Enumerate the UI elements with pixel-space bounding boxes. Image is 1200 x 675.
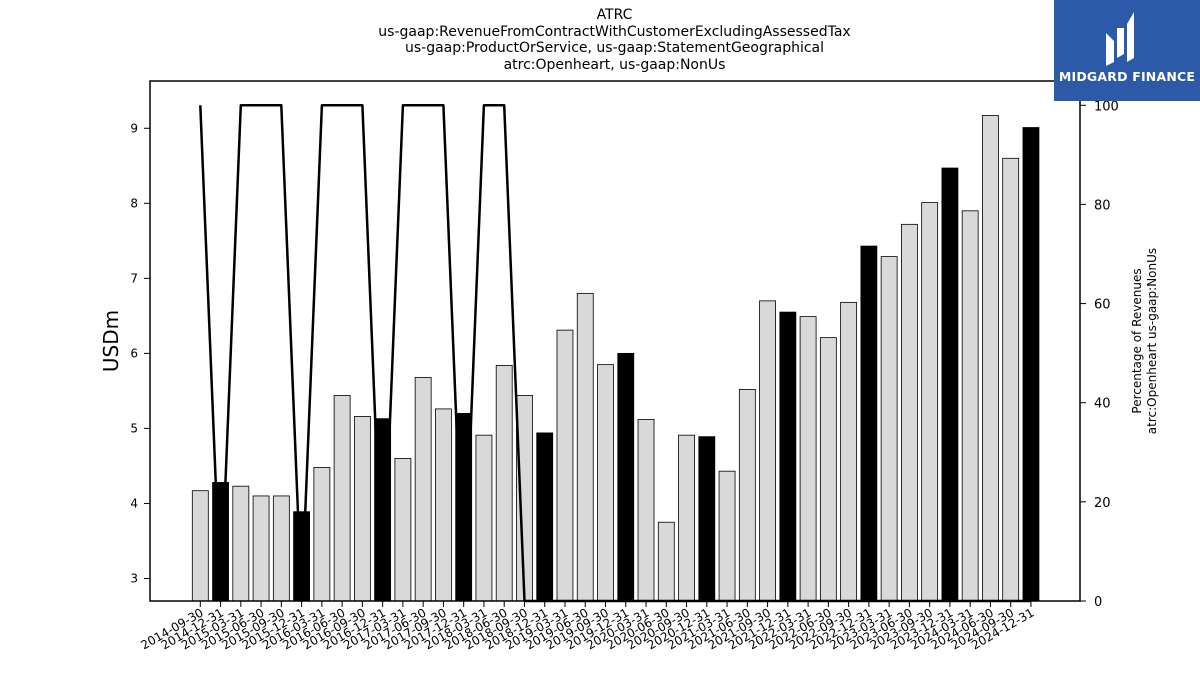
y2-axis-label-line-2: atrc:Openheart us-gaap:NonUs bbox=[1145, 248, 1159, 434]
y2-tick-label: 60 bbox=[1094, 298, 1111, 313]
y-tick-label: 9 bbox=[130, 121, 138, 135]
chart-title-line-2: us-gaap:RevenueFromContractWithCustomerE… bbox=[378, 24, 851, 40]
bar-2021-03-31 bbox=[718, 470, 736, 602]
bar-2019-12-31 bbox=[617, 352, 635, 602]
chart-title-line-1: ATRC bbox=[596, 7, 633, 23]
bar-2019-03-31 bbox=[556, 329, 574, 602]
bar-2021-12-31 bbox=[779, 311, 797, 602]
y2-tick-label: 0 bbox=[1094, 595, 1102, 610]
bar-series bbox=[191, 115, 1040, 602]
bar-2024-12-31 bbox=[1022, 127, 1040, 602]
brand-mark-icon bbox=[1106, 12, 1134, 66]
bar-2024-09-30 bbox=[1002, 157, 1020, 602]
bar-2016-03-31 bbox=[313, 467, 331, 602]
y2-tick-label: 20 bbox=[1094, 496, 1111, 511]
y-axis-right: 0 20 40 60 80 100 bbox=[1080, 99, 1119, 610]
bar-2023-06-30 bbox=[901, 223, 918, 602]
bar-2015-03-31 bbox=[232, 485, 250, 602]
bar-2016-06-30 bbox=[333, 395, 351, 602]
bar-2018-12-31 bbox=[536, 432, 554, 602]
bar-2019-09-30 bbox=[597, 364, 614, 602]
bar-2014-09-30 bbox=[191, 490, 209, 602]
bar-2022-03-31 bbox=[799, 316, 817, 602]
x-axis: 2014-09-302014-12-312015-03-312015-06-30… bbox=[138, 601, 1036, 652]
y2-tick-label: 80 bbox=[1094, 198, 1111, 213]
bar-2023-12-31 bbox=[941, 167, 959, 602]
plot-frame bbox=[149, 80, 1081, 602]
bar-2023-03-31 bbox=[880, 256, 898, 602]
y2-tick-label: 40 bbox=[1094, 397, 1111, 412]
y-tick-label: 5 bbox=[130, 421, 138, 435]
bar-2022-09-30 bbox=[840, 301, 858, 602]
bar-2018-03-31 bbox=[475, 434, 493, 602]
bar-2021-09-30 bbox=[759, 300, 776, 602]
bar-2020-06-30 bbox=[657, 521, 675, 602]
y-tick-label: 4 bbox=[130, 496, 138, 510]
bar-2023-09-30 bbox=[921, 202, 939, 602]
bar-2017-06-30 bbox=[414, 376, 432, 602]
bar-2017-03-31 bbox=[394, 458, 412, 602]
bar-2024-03-31 bbox=[961, 210, 979, 602]
y2-tick-label: 100 bbox=[1094, 99, 1119, 114]
bar-2015-09-30 bbox=[272, 495, 290, 602]
bar-2018-06-30 bbox=[495, 364, 513, 602]
y-axis-left: 3 4 5 6 7 8 9 bbox=[130, 121, 150, 585]
bar-2022-06-30 bbox=[819, 337, 837, 602]
y-axis-label: USDm bbox=[99, 310, 123, 372]
y-tick-label: 3 bbox=[130, 571, 138, 585]
brand-name: MIDGARD FINANCE bbox=[1058, 69, 1196, 84]
bar-2015-06-30 bbox=[252, 495, 270, 602]
y-tick-label: 6 bbox=[130, 346, 138, 360]
bar-2020-03-31 bbox=[637, 419, 655, 602]
bar-2022-12-31 bbox=[860, 245, 878, 602]
bar-2021-06-30 bbox=[738, 388, 756, 602]
chart-title-line-4: atrc:Openheart, us-gaap:NonUs bbox=[503, 57, 726, 73]
bar-2020-09-30 bbox=[678, 434, 695, 602]
y2-axis-label-line-1: Percentage of Revenues bbox=[1130, 268, 1144, 413]
y-tick-label: 7 bbox=[130, 271, 138, 285]
bar-2024-06-30 bbox=[982, 115, 999, 602]
brand-logo: MIDGARD FINANCE bbox=[1054, 0, 1200, 101]
bar-2019-06-30 bbox=[576, 292, 594, 602]
bar-2017-09-30 bbox=[435, 408, 452, 602]
chart-title-line-3: us-gaap:ProductOrService, us-gaap:Statem… bbox=[404, 40, 825, 56]
bar-2020-12-31 bbox=[698, 436, 716, 602]
y-tick-label: 8 bbox=[130, 196, 138, 210]
bar-2016-09-30 bbox=[353, 416, 371, 602]
